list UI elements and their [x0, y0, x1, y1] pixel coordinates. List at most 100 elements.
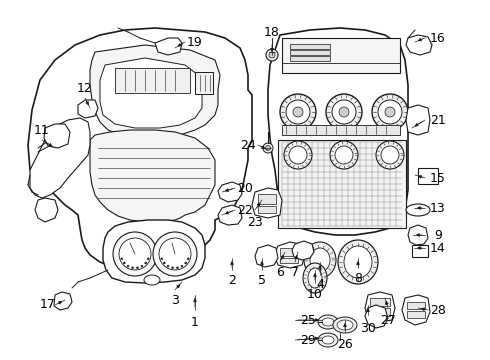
Ellipse shape: [322, 318, 334, 326]
FancyBboxPatch shape: [195, 72, 213, 94]
Text: 11: 11: [34, 123, 50, 136]
Ellipse shape: [318, 333, 338, 347]
Text: 5: 5: [258, 274, 266, 287]
Text: 13: 13: [430, 202, 446, 215]
Polygon shape: [35, 198, 58, 222]
Text: 10: 10: [307, 288, 323, 302]
Text: 25: 25: [300, 314, 316, 327]
Ellipse shape: [289, 146, 307, 164]
Polygon shape: [274, 242, 305, 268]
Text: 30: 30: [360, 321, 376, 334]
FancyBboxPatch shape: [282, 125, 400, 135]
FancyBboxPatch shape: [290, 50, 330, 55]
Ellipse shape: [136, 267, 139, 269]
FancyBboxPatch shape: [290, 44, 330, 49]
Ellipse shape: [293, 107, 303, 117]
Polygon shape: [365, 292, 395, 322]
Polygon shape: [28, 28, 252, 270]
Ellipse shape: [322, 336, 334, 344]
Ellipse shape: [113, 232, 157, 276]
Polygon shape: [268, 28, 408, 235]
Polygon shape: [365, 305, 388, 328]
Ellipse shape: [185, 262, 187, 264]
Polygon shape: [255, 245, 278, 267]
Polygon shape: [252, 188, 282, 218]
Ellipse shape: [338, 240, 378, 284]
Ellipse shape: [332, 100, 356, 124]
Polygon shape: [218, 205, 242, 225]
Ellipse shape: [132, 267, 134, 269]
Ellipse shape: [181, 265, 183, 267]
Text: 26: 26: [337, 338, 353, 351]
Ellipse shape: [381, 146, 399, 164]
FancyBboxPatch shape: [280, 258, 298, 263]
Ellipse shape: [326, 94, 362, 130]
Text: 21: 21: [430, 113, 446, 126]
Ellipse shape: [187, 258, 189, 260]
Polygon shape: [54, 292, 72, 310]
Text: 16: 16: [430, 32, 446, 45]
Polygon shape: [90, 45, 220, 138]
Polygon shape: [103, 220, 205, 283]
Text: 7: 7: [291, 266, 299, 279]
Text: 14: 14: [430, 242, 446, 255]
Ellipse shape: [263, 143, 273, 153]
Text: 2: 2: [228, 274, 236, 287]
Ellipse shape: [145, 262, 147, 264]
FancyBboxPatch shape: [282, 38, 400, 73]
Ellipse shape: [163, 262, 165, 264]
Ellipse shape: [161, 258, 163, 260]
FancyBboxPatch shape: [370, 308, 390, 316]
Ellipse shape: [372, 94, 408, 130]
Text: 23: 23: [247, 216, 263, 229]
FancyBboxPatch shape: [280, 248, 298, 256]
Ellipse shape: [121, 258, 123, 260]
Ellipse shape: [337, 320, 353, 330]
Ellipse shape: [335, 146, 353, 164]
Ellipse shape: [123, 262, 125, 264]
Ellipse shape: [167, 265, 169, 267]
Ellipse shape: [159, 238, 191, 270]
Ellipse shape: [269, 52, 275, 58]
Ellipse shape: [147, 258, 149, 260]
Text: 20: 20: [237, 181, 253, 194]
Polygon shape: [292, 241, 314, 260]
Polygon shape: [78, 100, 98, 118]
Ellipse shape: [339, 107, 349, 117]
Polygon shape: [402, 295, 430, 325]
FancyBboxPatch shape: [278, 140, 406, 228]
Ellipse shape: [280, 94, 316, 130]
Polygon shape: [406, 35, 432, 55]
Text: 15: 15: [430, 171, 446, 185]
FancyBboxPatch shape: [370, 298, 390, 306]
FancyBboxPatch shape: [258, 206, 276, 213]
Ellipse shape: [144, 275, 160, 285]
Ellipse shape: [344, 246, 372, 278]
Polygon shape: [44, 124, 70, 148]
Text: 1: 1: [191, 315, 199, 328]
Polygon shape: [100, 58, 202, 128]
Text: 3: 3: [171, 293, 179, 306]
Text: 24: 24: [240, 139, 256, 152]
Ellipse shape: [153, 232, 197, 276]
FancyBboxPatch shape: [407, 311, 425, 318]
Text: 8: 8: [354, 271, 362, 284]
Text: 29: 29: [300, 333, 316, 346]
Ellipse shape: [318, 315, 338, 329]
FancyBboxPatch shape: [407, 302, 425, 309]
Ellipse shape: [119, 238, 151, 270]
Polygon shape: [406, 105, 430, 135]
Ellipse shape: [141, 265, 143, 267]
Ellipse shape: [127, 265, 129, 267]
Ellipse shape: [330, 141, 358, 169]
Polygon shape: [90, 130, 215, 222]
Text: 19: 19: [187, 36, 203, 49]
Ellipse shape: [333, 317, 357, 333]
Ellipse shape: [286, 100, 310, 124]
FancyBboxPatch shape: [115, 68, 190, 93]
Ellipse shape: [385, 107, 395, 117]
Text: 18: 18: [264, 26, 280, 39]
Text: 17: 17: [40, 298, 56, 311]
Text: 9: 9: [434, 229, 442, 242]
Polygon shape: [408, 225, 428, 245]
